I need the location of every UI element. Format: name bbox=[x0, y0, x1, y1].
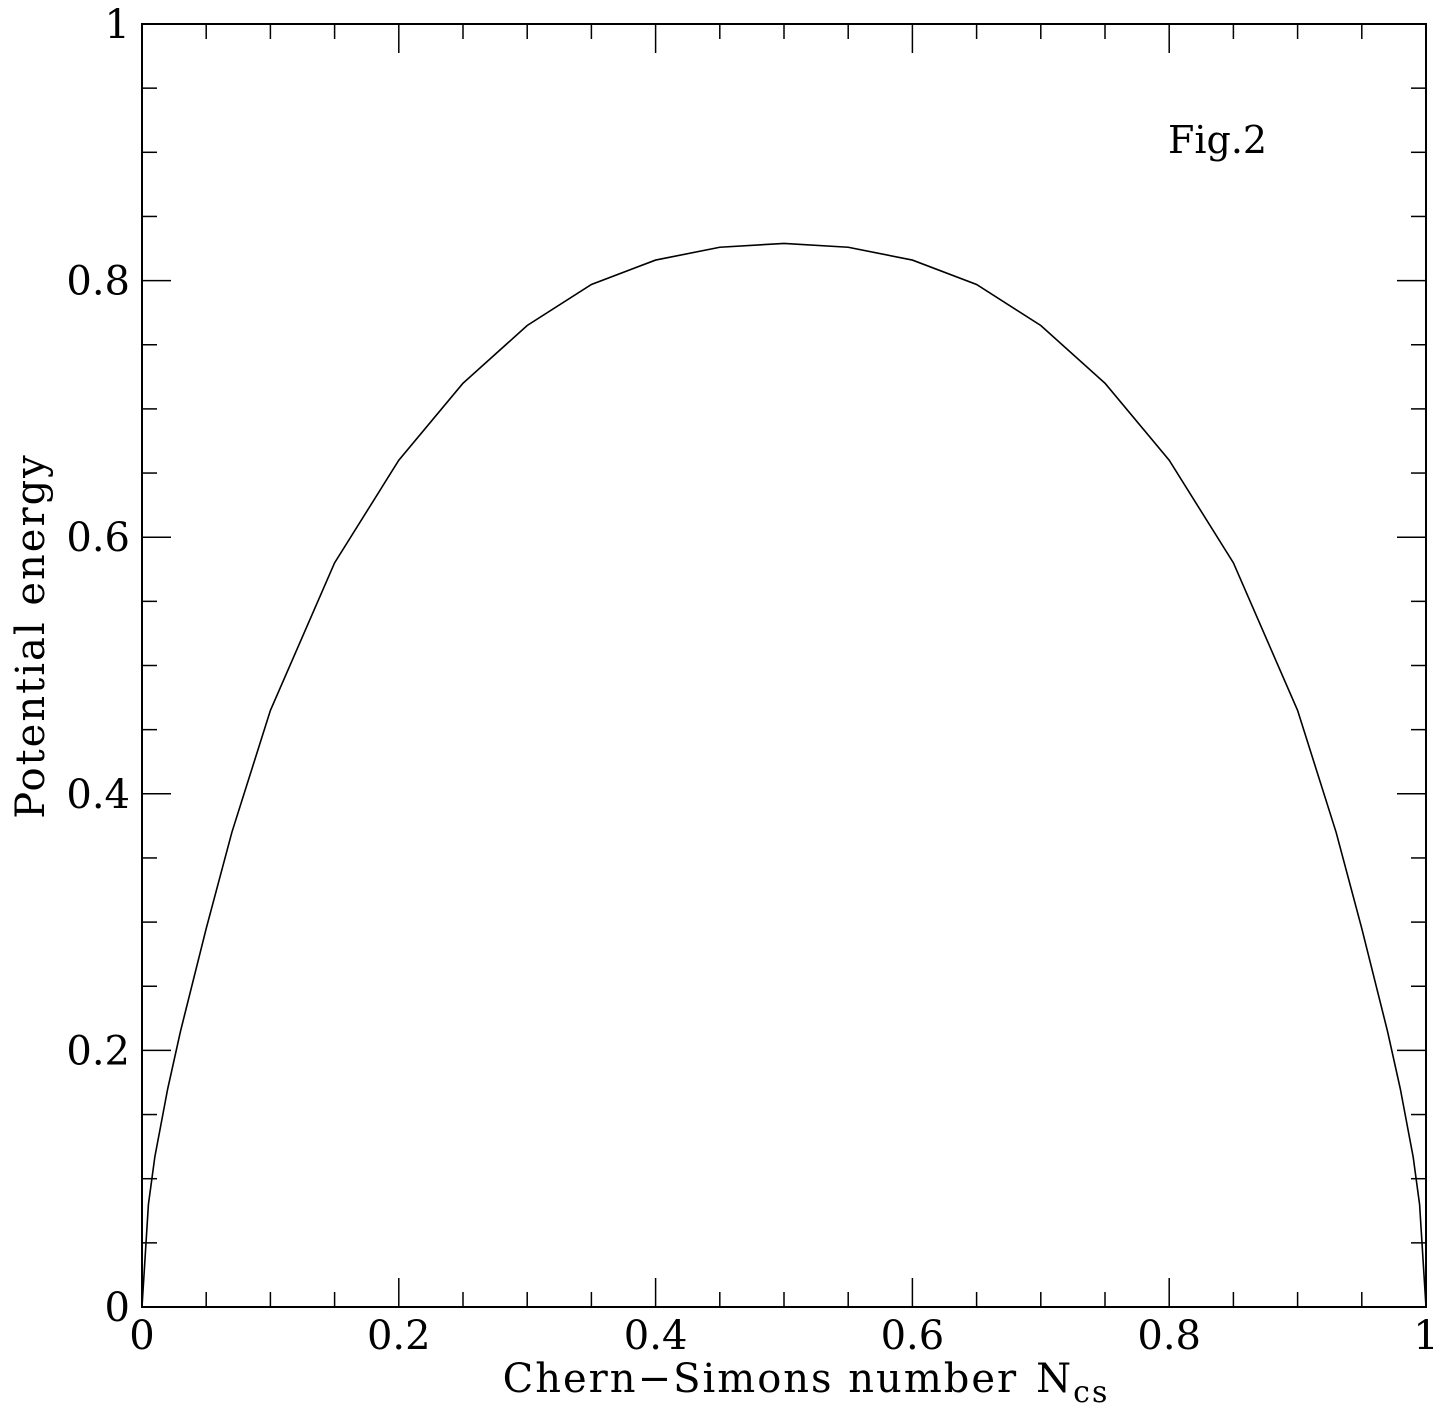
y-tick-label: 0 bbox=[105, 1285, 130, 1331]
y-tick-label: 0.6 bbox=[66, 515, 130, 561]
y-tick-label: 0.8 bbox=[66, 259, 130, 305]
y-tick-label: 1 bbox=[105, 2, 130, 48]
plot-frame bbox=[141, 23, 1427, 1308]
x-tick-label: 0 bbox=[129, 1313, 154, 1359]
ticks bbox=[141, 23, 1427, 1308]
tick-labels: 0 0.2 0.4 0.6 0.8 1 0 0.2 0.4 0.6 0.8 1 bbox=[66, 2, 1438, 1359]
x-tick-label: 0.8 bbox=[1137, 1313, 1201, 1359]
annotation: Fig.2 bbox=[1168, 118, 1267, 162]
y-tick-label: 0.4 bbox=[66, 772, 130, 818]
x-axis-title-main: Chern−Simons number bbox=[503, 1356, 1019, 1402]
x-axis-title-subscript: cs bbox=[1073, 1375, 1109, 1410]
x-axis-title: Chern−Simons number Ncs bbox=[503, 1356, 1110, 1410]
x-tick-label: 1 bbox=[1413, 1313, 1438, 1359]
x-tick-label: 0.2 bbox=[367, 1313, 431, 1359]
x-tick-label: 0.4 bbox=[624, 1313, 688, 1359]
x-tick-label: 0.6 bbox=[881, 1313, 945, 1359]
y-axis-title: Potential energy bbox=[8, 453, 54, 819]
y-tick-label: 0.2 bbox=[66, 1028, 130, 1074]
x-axis-title-symbol: N bbox=[1036, 1356, 1073, 1402]
series-line bbox=[141, 242, 1427, 1308]
